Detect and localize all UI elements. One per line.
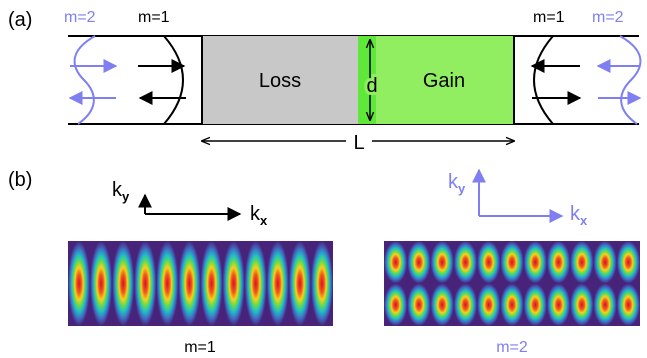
width-label: d xyxy=(366,75,377,97)
mode-lobe-m1 xyxy=(134,241,157,326)
gain-label: Gain xyxy=(423,70,465,92)
loss-label: Loss xyxy=(259,70,301,92)
mode2-right-label: m=2 xyxy=(592,9,624,26)
gain-region xyxy=(376,36,514,124)
mode-lobe-m2 xyxy=(570,283,594,326)
mode-lobe-m2 xyxy=(430,241,454,284)
mode-lobe-m2 xyxy=(616,241,640,284)
kx-axis-right-label: kx xyxy=(570,203,588,228)
length-label: L xyxy=(353,132,364,154)
mode-lobe-m2 xyxy=(523,241,547,284)
mode-pattern-m2 xyxy=(384,241,640,326)
mode-lobe-m1 xyxy=(288,241,311,326)
mode1-profile-left xyxy=(163,35,184,125)
ky-axis-left-label: ky xyxy=(112,179,130,204)
mode-lobe-m2 xyxy=(384,241,408,284)
mode-lobe-m2 xyxy=(500,283,524,326)
mode1-profile-right xyxy=(533,35,554,125)
mode-lobe-m2 xyxy=(616,283,640,326)
mode-lobe-m1 xyxy=(156,241,179,326)
mode2-left-label: m=2 xyxy=(64,9,96,26)
panel-a-label: (a) xyxy=(8,9,32,31)
mode-lobe-m1 xyxy=(200,241,223,326)
mode-lobe-m1 xyxy=(310,241,334,326)
mode-lobe-m2 xyxy=(477,241,501,284)
panel-b-label: (b) xyxy=(8,169,32,191)
mode-lobe-m2 xyxy=(523,283,547,326)
mode-lobe-m1 xyxy=(222,241,245,326)
loss-region xyxy=(202,36,358,124)
mode-lobe-m1 xyxy=(112,241,135,326)
mode-lobe-m2 xyxy=(546,241,571,284)
mode-lobe-m1 xyxy=(178,241,201,326)
mode-lobe-m1 xyxy=(266,241,289,326)
mode-lobe-m2 xyxy=(593,241,617,284)
mode-lobe-m2 xyxy=(453,283,478,326)
mode1-left-label: m=1 xyxy=(138,9,170,26)
mode-lobe-m2 xyxy=(546,283,571,326)
mode-lobe-m2 xyxy=(430,283,454,326)
k-axes-left: ky kx xyxy=(112,179,268,228)
mode1-right-label: m=1 xyxy=(533,9,565,26)
k-axes-right: ky kx xyxy=(448,168,588,228)
mode-lobe-m2 xyxy=(593,283,617,326)
mode-lobe-m2 xyxy=(407,283,431,326)
mode2-profile-left xyxy=(73,35,96,125)
mode-lobe-m1 xyxy=(244,241,267,326)
mode-lobe-m2 xyxy=(570,241,594,284)
ky-axis-right-label: ky xyxy=(448,171,466,196)
caption-m1: m=1 xyxy=(184,339,216,356)
mode-lobe-m2 xyxy=(407,241,431,284)
mode-lobe-m1 xyxy=(90,241,113,326)
mode2-profile-right xyxy=(619,35,642,125)
mode-lobe-m2 xyxy=(384,283,408,326)
caption-m2: m=2 xyxy=(496,339,528,356)
mode-lobe-m2 xyxy=(477,283,501,326)
mode-lobe-m2 xyxy=(500,241,524,284)
mode-pattern-m1 xyxy=(68,241,334,326)
kx-axis-left-label: kx xyxy=(250,203,268,228)
mode-lobe-m1 xyxy=(68,241,91,326)
mode-lobe-m2 xyxy=(453,241,478,284)
